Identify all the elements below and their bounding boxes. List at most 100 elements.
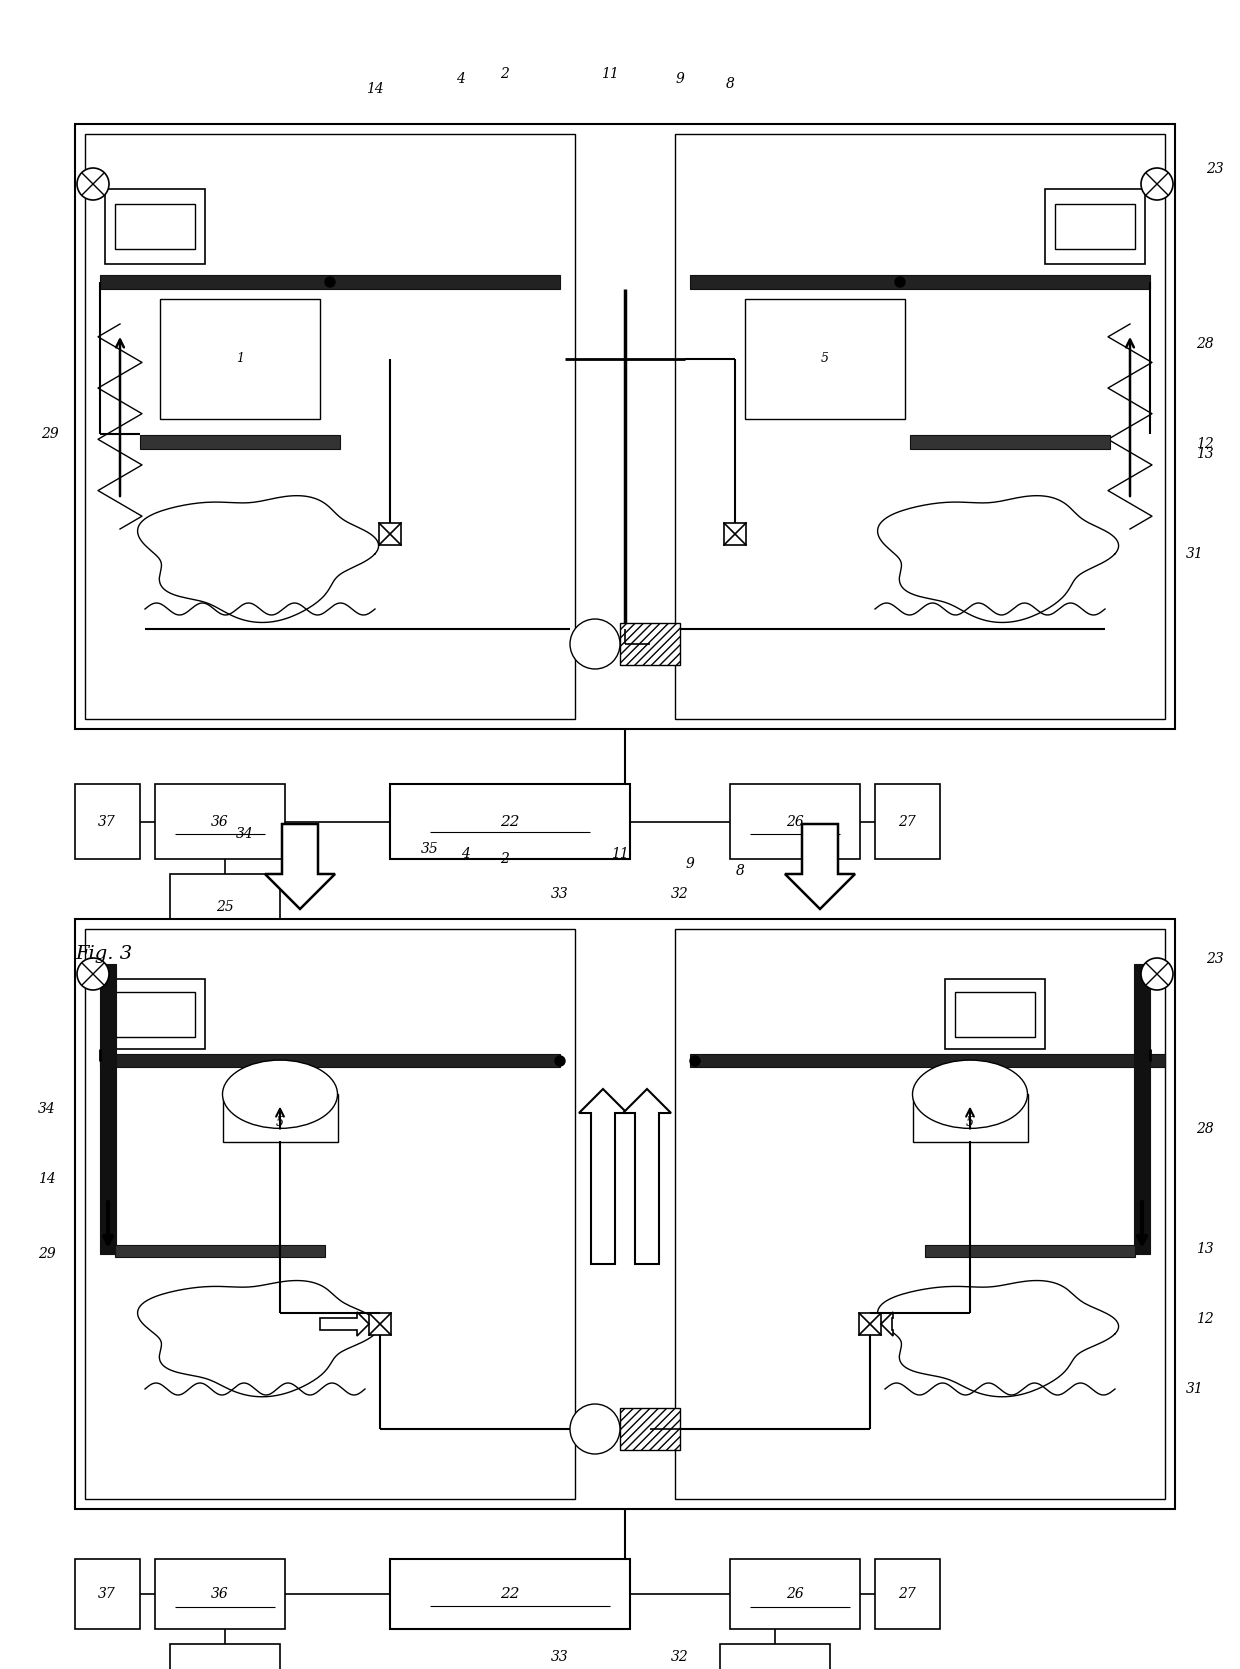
Text: 29: 29 [38,1247,56,1262]
Text: 13: 13 [1197,447,1214,461]
Text: 36: 36 [211,1587,229,1601]
Bar [730,1559,861,1629]
Polygon shape [265,824,335,910]
Polygon shape [579,1088,627,1263]
Text: 23: 23 [1207,951,1224,966]
Bar [689,1055,1166,1066]
Polygon shape [320,1312,370,1335]
Bar [115,1245,325,1257]
Bar [155,1559,285,1629]
Bar [1135,965,1149,1253]
Bar [875,784,940,860]
Bar [925,1245,1135,1257]
Text: 8: 8 [735,865,744,878]
Circle shape [325,277,335,287]
Text: Fig. 3: Fig. 3 [74,945,133,963]
Text: 33: 33 [551,1651,569,1664]
Text: 4: 4 [460,846,470,861]
Text: 37: 37 [98,814,115,829]
Text: 5: 5 [966,1117,973,1130]
Polygon shape [622,1088,671,1263]
Text: 25: 25 [216,900,234,915]
Ellipse shape [222,1060,337,1128]
Text: 27: 27 [898,814,916,829]
Circle shape [1141,169,1173,200]
Bar [720,1644,830,1669]
Bar [170,875,280,940]
Text: 9: 9 [676,72,684,87]
Circle shape [895,277,905,287]
Text: 8: 8 [725,77,734,92]
Text: 2: 2 [501,851,510,866]
Text: 31: 31 [1187,547,1204,561]
Bar [675,930,1166,1499]
Text: 32: 32 [671,886,689,901]
Bar [86,134,575,719]
Text: 12: 12 [1197,1312,1214,1325]
Text: 22: 22 [500,814,520,829]
Circle shape [570,1404,620,1454]
Bar [86,930,575,1499]
Text: 11: 11 [601,67,619,82]
Bar [222,1095,337,1142]
Bar [115,204,195,249]
Bar [675,134,1166,719]
Text: 4: 4 [455,72,465,87]
Bar [391,784,630,860]
Bar [859,1314,880,1335]
Bar [74,920,1176,1509]
Bar [74,1559,140,1629]
Circle shape [556,1056,565,1066]
Bar [74,784,140,860]
Bar [100,965,117,1253]
Bar [370,1314,391,1335]
Text: 14: 14 [38,1172,56,1187]
Circle shape [77,958,109,990]
Circle shape [689,1056,701,1066]
Circle shape [77,169,109,200]
Text: 28: 28 [1197,1122,1214,1137]
Bar [391,1559,630,1629]
Text: 23: 23 [1207,162,1224,175]
Text: 11: 11 [611,846,629,861]
Bar [155,784,285,860]
Bar [730,784,861,860]
Text: 29: 29 [41,427,58,441]
Bar [913,1095,1028,1142]
Bar [160,299,320,419]
Bar [875,1559,940,1629]
Text: 22: 22 [500,1587,520,1601]
Text: 12: 12 [1197,437,1214,451]
Bar [105,189,205,264]
Bar [1045,189,1145,264]
Text: 32: 32 [671,1651,689,1664]
Circle shape [570,619,620,669]
Text: 9: 9 [686,856,694,871]
Bar [1055,204,1135,249]
Bar [100,275,560,289]
Bar [379,522,401,546]
Bar [100,1055,560,1066]
Text: 1: 1 [236,352,244,366]
Bar [724,522,746,546]
Text: 34: 34 [38,1102,56,1117]
Polygon shape [880,1312,893,1335]
Text: 33: 33 [551,886,569,901]
Circle shape [1141,958,1173,990]
Text: 14: 14 [366,82,384,97]
Bar [170,1644,280,1669]
Text: 35: 35 [422,841,439,856]
Text: 5: 5 [277,1117,284,1130]
Bar [620,1409,680,1450]
Bar [74,124,1176,729]
Bar [140,436,340,449]
Bar [689,275,1149,289]
Ellipse shape [913,1060,1028,1128]
Bar [745,299,905,419]
Text: 31: 31 [1187,1382,1204,1395]
Text: 34: 34 [236,828,254,841]
Text: 37: 37 [98,1587,115,1601]
Bar [945,980,1045,1050]
Text: 5: 5 [821,352,830,366]
Text: 28: 28 [1197,337,1214,350]
